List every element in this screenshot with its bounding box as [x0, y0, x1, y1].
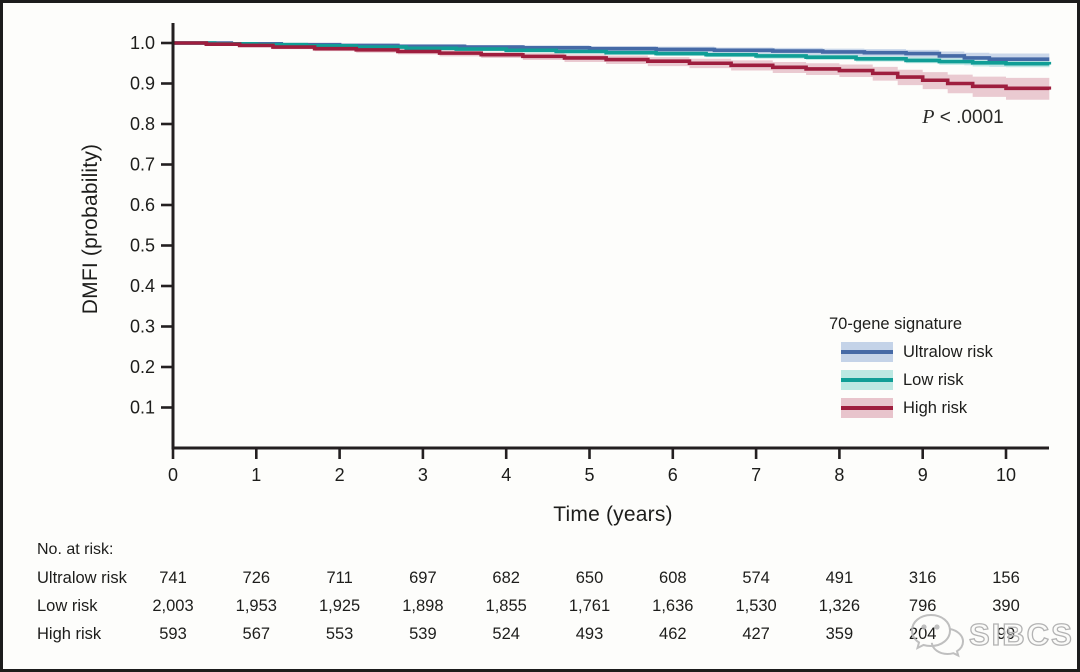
risk-value: 390: [992, 597, 1020, 615]
risk-value: 567: [242, 625, 271, 643]
risk-value: 539: [409, 625, 437, 643]
legend-label-ultralow: Ultralow risk: [903, 342, 993, 361]
legend-label-low: Low risk: [903, 370, 964, 389]
risk-value: 493: [575, 625, 604, 643]
confidence-band-ultralow-risk: [173, 43, 1050, 67]
high-risk-swatch-icon: [841, 398, 893, 418]
legend-title: 70-gene signature: [829, 315, 963, 333]
ultralow-risk-swatch-icon: [841, 342, 893, 362]
y-tick-label: 0.4: [130, 276, 155, 296]
y-tick-label: 0.7: [130, 155, 155, 175]
x-tick-label: 5: [584, 465, 594, 485]
risk-value: 359: [825, 625, 854, 643]
x-tick-label: 6: [668, 465, 678, 485]
y-tick-label: 0.6: [130, 195, 155, 215]
y-tick-label: 0.8: [130, 114, 155, 134]
risk-value: 316: [908, 569, 937, 587]
risk-value: 1,898: [402, 597, 444, 615]
x-tick-label: 9: [918, 465, 928, 485]
km-plot-canvas: 1.0 0.9 0.8 0.7 0.6 0.5 0.4 0.3 0.2 0.1 0 1 2 3 4 5 6 7 8 9…: [130, 23, 1052, 485]
risk-value: 796: [908, 597, 937, 615]
risk-value: 1,855: [485, 597, 527, 615]
legend-label-high: High risk: [903, 398, 968, 417]
risk-value: 650: [575, 569, 604, 587]
y-tick-label: 0.3: [130, 317, 155, 337]
y-tick-label: 0.5: [130, 236, 155, 256]
risk-row-label-high-risk: High risk: [37, 625, 102, 643]
y-tick-label: 0.9: [130, 74, 155, 94]
y-axis-title: DMFI (probability): [79, 143, 102, 315]
risk-value: 682: [492, 569, 520, 587]
risk-value: 2,003: [152, 597, 194, 615]
risk-value: 1,636: [652, 597, 694, 615]
risk-value: 553: [325, 625, 354, 643]
y-tick-label: 0.2: [130, 357, 155, 377]
legend-entry-high: High risk: [841, 398, 993, 418]
y-tick-label: 0.1: [130, 398, 155, 418]
legend: 70-gene signature Ultralow risk Low risk…: [829, 315, 993, 426]
risk-value: 726: [242, 569, 271, 587]
low-risk-swatch-icon: [841, 370, 893, 390]
risk-row-label-low-risk: Low risk: [37, 597, 98, 615]
x-tick-label: 0: [168, 465, 178, 485]
y-tick-label: 1.0: [130, 33, 155, 53]
risk-value: 1,953: [235, 597, 277, 615]
risk-table-heading: No. at risk:: [37, 541, 114, 558]
risk-value: 741: [159, 569, 187, 587]
risk-value: 711: [326, 569, 353, 587]
x-tick-label: 7: [751, 465, 761, 485]
x-tick-label: 10: [996, 465, 1016, 485]
risk-value: 462: [659, 625, 687, 643]
risk-value: 1,530: [735, 597, 777, 615]
survival-curve-high-risk: [173, 41, 1052, 91]
legend-entry-low: Low risk: [841, 370, 993, 390]
risk-value: 1,761: [568, 597, 611, 615]
risk-value: 427: [742, 625, 770, 643]
x-tick-label: 8: [834, 465, 844, 485]
x-tick-label: 2: [335, 465, 345, 485]
watermark-text: SIBCS: [968, 616, 1074, 652]
risk-value: 593: [159, 625, 187, 643]
legend-entry-ultralow: Ultralow risk: [841, 342, 993, 362]
x-axis-title: Time (years): [553, 503, 673, 526]
risk-value: 1,326: [818, 597, 861, 615]
risk-value: 156: [992, 569, 1020, 587]
p-symbol: P: [922, 106, 935, 128]
risk-value: 204: [908, 625, 937, 643]
survival-curve-low-risk: [173, 41, 1052, 66]
risk-value: 574: [742, 569, 770, 587]
risk-row-label-ultralow-risk: Ultralow risk: [37, 569, 127, 587]
p-comparison: < .0001: [934, 107, 1004, 128]
risk-value: 697: [409, 569, 437, 587]
x-tick-label: 4: [501, 465, 511, 485]
risk-value: 524: [492, 625, 520, 643]
risk-value: 1,925: [318, 597, 361, 615]
x-tick-label: 3: [418, 465, 428, 485]
x-tick-label: 1: [251, 465, 261, 485]
risk-value: 491: [825, 569, 854, 587]
p-value-annotation: P < .0001: [893, 106, 1033, 129]
risk-value: 99: [996, 625, 1016, 643]
risk-value: 608: [659, 569, 687, 587]
